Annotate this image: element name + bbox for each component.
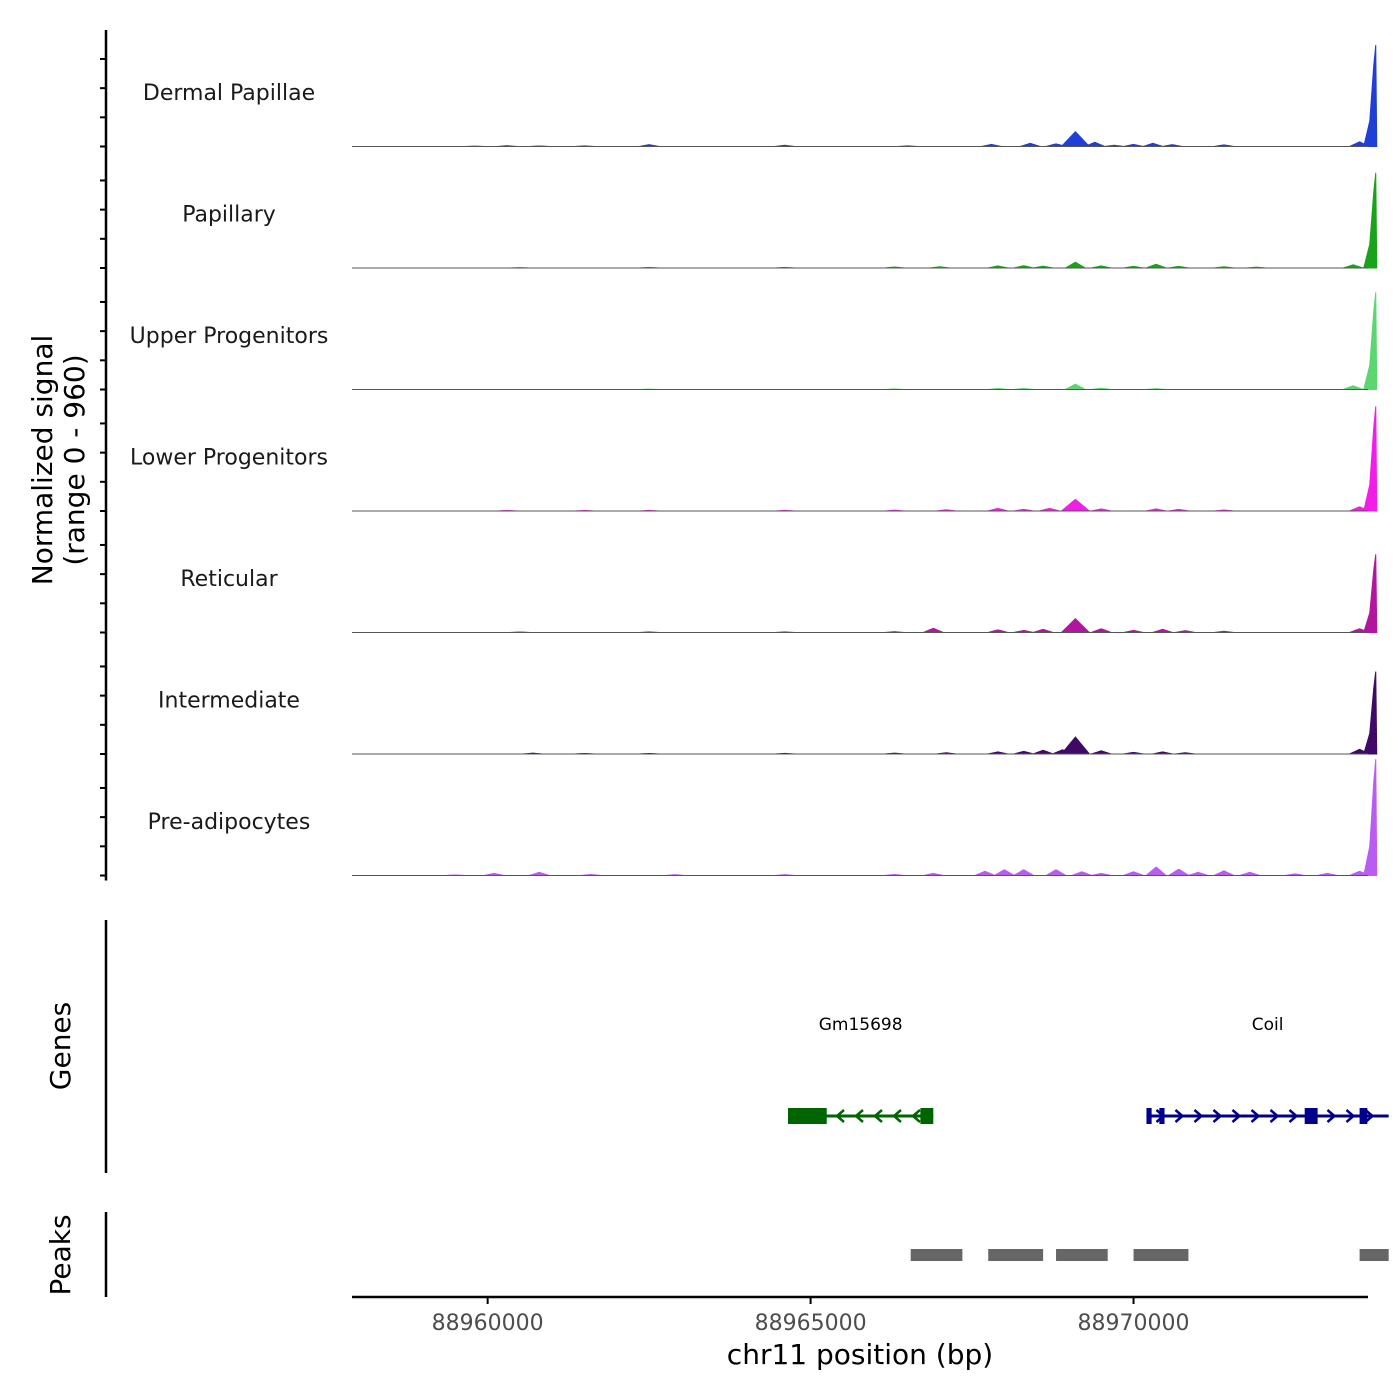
gene-exon — [787, 1108, 827, 1124]
track-label: Papillary — [182, 203, 276, 228]
track-label: Reticular — [180, 567, 278, 592]
y-axis-title-line2: (range 0 - 960) — [58, 354, 91, 565]
signal-area-upper-progenitors — [352, 292, 1378, 390]
track-label: Pre-adipocytes — [148, 810, 311, 835]
strand-arrow — [1250, 1109, 1261, 1123]
gene-label: Gm15698 — [819, 1015, 903, 1035]
signal-area-papillary — [352, 172, 1378, 269]
peak-region — [1133, 1249, 1189, 1261]
x-tick-label: 88960000 — [432, 1311, 544, 1336]
gene-exon — [920, 1108, 934, 1124]
strand-arrow — [1193, 1109, 1204, 1123]
signal-tracks: Dermal Papillae Papillary Upper Progenitor… — [130, 44, 1378, 876]
peaks-track — [104, 1212, 1389, 1297]
track-label: Dermal Papillae — [143, 81, 315, 106]
x-tick-label: 88965000 — [755, 1311, 867, 1336]
peak-region — [910, 1249, 963, 1261]
peaks-axis-title: Peaks — [44, 1214, 77, 1295]
gene-label: Coil — [1252, 1015, 1284, 1035]
strand-arrow — [1326, 1109, 1337, 1123]
peak-region — [988, 1249, 1044, 1261]
strand-arrow — [1345, 1109, 1356, 1123]
gene-gm15698: Gm15698 — [787, 1015, 934, 1124]
x-axis-title: chr11 position (bp) — [727, 1338, 993, 1371]
peak-region — [1359, 1249, 1389, 1261]
track-label: Intermediate — [158, 689, 300, 714]
signal-area-dermal-papillae — [352, 44, 1378, 147]
peak-region — [1056, 1249, 1108, 1261]
strand-arrow — [1174, 1109, 1185, 1123]
track-label: Lower Progenitors — [130, 446, 328, 471]
strand-arrow — [892, 1109, 902, 1123]
signal-area-pre-adipocytes — [352, 759, 1378, 876]
gene-coil: Coil — [1146, 1015, 1389, 1124]
x-axis: 88960000 88965000 88970000 — [352, 1295, 1368, 1336]
track-label: Upper Progenitors — [130, 324, 329, 349]
signal-area-lower-progenitors — [352, 406, 1378, 512]
gene-annotation-track: Gm15698 Coil — [104, 920, 1389, 1173]
strand-arrow — [1288, 1109, 1299, 1123]
genes-axis-title: Genes — [44, 1002, 77, 1090]
gene-exon — [1146, 1108, 1152, 1124]
signal-area-intermediate — [352, 671, 1378, 755]
signal-area-reticular — [352, 554, 1378, 633]
strand-arrow — [873, 1109, 883, 1123]
strand-arrow — [854, 1109, 864, 1123]
strand-arrow — [911, 1109, 921, 1123]
gene-exon — [1359, 1108, 1368, 1124]
gene-exon — [1159, 1108, 1165, 1124]
x-tick-label: 88970000 — [1078, 1311, 1190, 1336]
strand-arrow — [835, 1109, 845, 1123]
strand-arrow — [1231, 1109, 1242, 1123]
strand-arrow — [1364, 1109, 1375, 1123]
strand-arrow — [1269, 1109, 1280, 1123]
strand-arrow — [1212, 1109, 1223, 1123]
y-axis-title-line1: Normalized signal — [26, 335, 59, 586]
left-axis-lines — [100, 30, 108, 881]
gene-exon — [1304, 1108, 1318, 1124]
